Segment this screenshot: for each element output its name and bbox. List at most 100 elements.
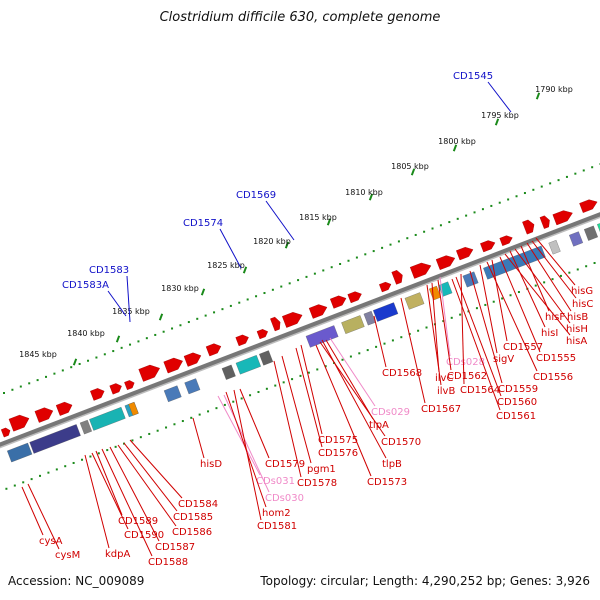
- ruler-dot: [238, 301, 241, 304]
- ruler-dot: [112, 350, 115, 353]
- inner-ruler-dot: [55, 468, 58, 471]
- ruler-dot: [381, 246, 384, 249]
- inner-ruler-dot: [22, 481, 25, 484]
- inner-ruler-dot: [400, 336, 403, 339]
- outer-gene-label: CD1583A: [62, 280, 109, 291]
- inner-leader: [233, 389, 262, 521]
- kbp-label: 1825 kbp: [207, 261, 245, 270]
- gene-arrow: [499, 235, 513, 246]
- inner-leader: [192, 417, 205, 459]
- inner-gene-label: CD1576: [318, 448, 358, 459]
- ruler-dot: [540, 185, 543, 188]
- kbp-tick: [284, 241, 290, 249]
- inner-ruler-dot: [341, 358, 344, 361]
- inner-gene-label: CD1585: [173, 512, 213, 523]
- inner-ruler-dot: [509, 294, 512, 297]
- inner-ruler-dot: [81, 458, 84, 461]
- inner-ruler-dot: [324, 365, 327, 368]
- inner-leader: [455, 276, 502, 397]
- ruler-dot: [263, 292, 266, 295]
- feature-block: [341, 315, 365, 334]
- inner-leader: [469, 270, 503, 384]
- inner-ruler-dot: [375, 345, 378, 348]
- inner-gene-label: CD1575: [318, 435, 358, 446]
- inner-gene-label: CD1557: [503, 342, 543, 353]
- kbp-tick: [200, 288, 206, 296]
- inner-ruler-dot: [257, 391, 260, 394]
- inner-gene-label: CD1556: [533, 372, 573, 383]
- ruler-dot: [154, 333, 157, 336]
- ruler-dot: [448, 221, 451, 224]
- feature-block: [305, 325, 339, 348]
- inner-ruler-dot: [282, 381, 285, 384]
- inner-gene-label: hisC: [572, 299, 593, 310]
- feature-block: [372, 302, 399, 322]
- feature-block: [259, 350, 274, 366]
- gene-arrow: [539, 215, 550, 229]
- inner-leader: [315, 344, 372, 477]
- ruler-dot: [406, 237, 409, 240]
- feature-block: [235, 355, 261, 375]
- inner-gene-label: CDs028: [446, 357, 485, 368]
- inner-leader: [509, 250, 546, 328]
- ruler-dot: [574, 172, 577, 175]
- ruler-dot: [549, 182, 552, 185]
- kbp-label: 1810 kbp: [345, 188, 383, 197]
- inner-ruler-dot: [543, 281, 546, 284]
- kbp-tick: [535, 92, 541, 100]
- gene-arrow: [163, 357, 183, 374]
- inner-leader: [514, 248, 571, 324]
- ruler-dot: [221, 308, 224, 311]
- gene-arrow: [579, 199, 598, 213]
- inner-gene-label: cysM: [55, 550, 80, 561]
- inner-leader: [400, 297, 426, 404]
- ruler-dot: [171, 327, 174, 330]
- inner-gene-label: tlpA: [369, 420, 389, 431]
- inner-ruler-dot: [391, 339, 394, 342]
- inner-gene-label: CD1579: [265, 459, 305, 470]
- inner-gene-label: CD1587: [155, 542, 195, 553]
- ruler-dot: [78, 362, 81, 365]
- inner-ruler-dot: [274, 384, 277, 387]
- inner-ruler-dot: [173, 423, 176, 426]
- inner-leader: [479, 264, 498, 354]
- ruler-dot: [11, 388, 14, 391]
- ruler-dot: [339, 262, 342, 265]
- ruler-dot: [397, 240, 400, 243]
- inner-leader: [526, 242, 572, 312]
- inner-leader: [486, 261, 538, 372]
- inner-ruler-dot: [72, 461, 75, 464]
- inner-gene-label: CD1562: [447, 371, 487, 382]
- ruler-dot: [313, 272, 316, 275]
- ruler-dot: [19, 385, 22, 388]
- inner-gene-label: CD1586: [172, 527, 212, 538]
- feature-block: [583, 225, 598, 241]
- ruler-dot: [70, 366, 73, 369]
- inner-ruler-dot: [299, 374, 302, 377]
- feature-block: [79, 419, 92, 435]
- feature-block: [404, 292, 425, 310]
- gene-arrow: [138, 364, 161, 382]
- inner-gene-label: CD1560: [497, 397, 537, 408]
- ruler-dot: [591, 166, 594, 169]
- inner-gene-label: CD1584: [178, 499, 218, 510]
- outer-leader: [219, 228, 242, 269]
- inner-leader: [109, 446, 160, 542]
- outer-gene-label: CD1569: [236, 190, 276, 201]
- gene-arrow: [8, 414, 30, 432]
- ruler-dot: [95, 356, 98, 359]
- ruler-dot: [523, 192, 526, 195]
- inner-ruler-dot: [593, 262, 596, 265]
- gene-arrow: [379, 281, 392, 293]
- ruler-dot: [465, 214, 468, 217]
- inner-ruler-dot: [383, 342, 386, 345]
- gene-arrow: [235, 334, 249, 347]
- ruler-dot: [61, 369, 64, 372]
- outer-leader: [107, 290, 127, 317]
- inner-ruler-dot: [249, 394, 252, 397]
- ruler-dot: [372, 250, 375, 253]
- inner-ruler-dot: [156, 429, 159, 432]
- inner-gene-label: pgm1: [307, 464, 336, 475]
